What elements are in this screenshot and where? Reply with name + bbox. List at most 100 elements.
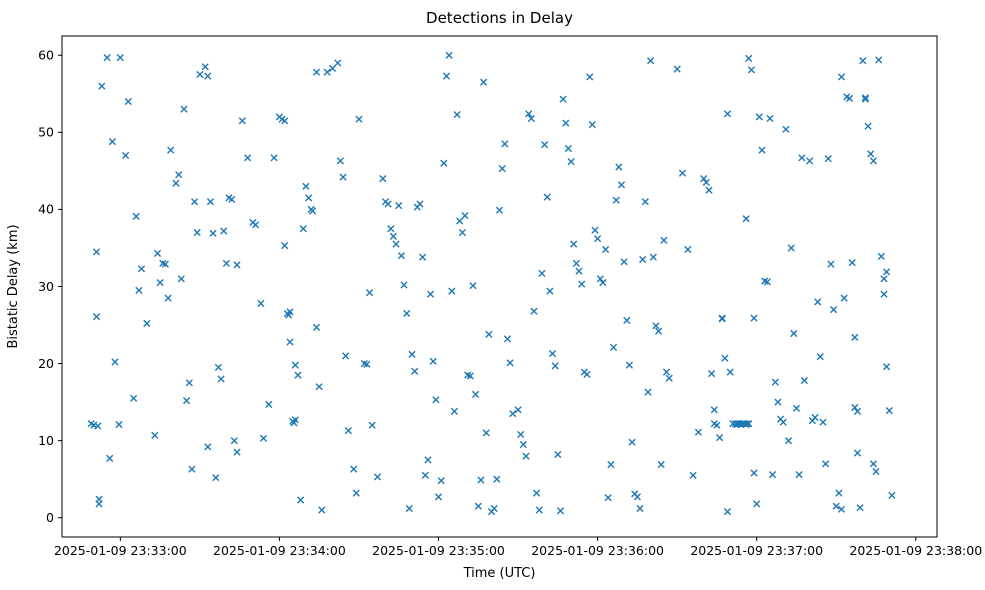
scatter-point: [440, 159, 448, 167]
scatter-point: [840, 294, 848, 302]
scatter-point: [352, 489, 360, 497]
scatter-point: [861, 95, 869, 103]
scatter-point: [214, 363, 222, 371]
scatter-point: [156, 279, 164, 287]
scatter-point: [164, 294, 172, 302]
scatter-point: [784, 437, 793, 445]
scatter-point: [220, 227, 228, 235]
scatter-point: [612, 196, 620, 204]
scatter-point: [217, 375, 225, 383]
scatter-point: [743, 420, 751, 428]
scatter-point: [623, 316, 631, 324]
scatter-point: [853, 449, 862, 457]
scatter-point: [355, 115, 363, 123]
scatter-point: [309, 207, 317, 215]
scatter-point: [302, 182, 310, 190]
scatter-point: [859, 57, 867, 65]
y-tick-label: 10: [38, 433, 54, 448]
scatter-point: [122, 151, 130, 160]
scatter-point: [718, 315, 726, 323]
scatter-point: [299, 225, 307, 233]
scatter-point: [153, 249, 162, 257]
scatter-point: [474, 502, 482, 510]
scatter-point: [403, 309, 411, 318]
scatter-point: [769, 471, 777, 479]
scatter-point: [615, 163, 623, 171]
scatter-point: [848, 259, 856, 267]
scatter-point: [206, 198, 215, 206]
scatter-point: [228, 195, 236, 203]
scatter-point: [567, 158, 575, 166]
scatter-point: [177, 275, 185, 283]
scatter-point: [323, 68, 331, 76]
scatter-point: [490, 504, 498, 513]
scatter-point: [222, 259, 230, 267]
scatter-point: [538, 269, 546, 277]
scatter-point: [315, 383, 323, 391]
scatter-point: [257, 299, 265, 308]
scatter-point: [188, 465, 196, 473]
scatter-point: [389, 232, 397, 240]
scatter-point: [116, 54, 124, 62]
scatter-point: [604, 494, 612, 502]
scatter-point: [456, 217, 464, 225]
scatter-point: [845, 94, 854, 102]
scatter-point: [339, 173, 347, 181]
scatter-point: [115, 420, 123, 429]
scatter-point: [753, 500, 761, 508]
scatter-point: [771, 378, 779, 386]
scatter-point: [594, 235, 602, 243]
x-tick-label: 2025-01-09 23:36:00: [531, 543, 664, 558]
scatter-point: [644, 388, 652, 396]
scatter-point: [562, 119, 570, 127]
scatter-point: [548, 350, 557, 358]
scatter-point: [527, 114, 535, 123]
scatter-point: [395, 202, 403, 210]
scatter-point: [851, 403, 859, 412]
scatter-point: [363, 360, 371, 368]
scatter-point: [238, 117, 246, 125]
scatter-point: [543, 193, 551, 201]
scatter-point: [875, 56, 883, 64]
scatter-point: [822, 460, 830, 468]
scatter-point: [281, 242, 289, 250]
scatter-point: [835, 489, 843, 497]
scatter-point: [832, 502, 840, 510]
scatter-point: [541, 141, 549, 149]
scatter-point: [742, 215, 750, 223]
scatter-point: [212, 474, 220, 482]
scatter-point: [230, 437, 238, 445]
scatter-point: [312, 323, 321, 331]
scatter-point: [596, 275, 604, 283]
scatter-point: [723, 508, 732, 516]
scatter-point: [191, 198, 199, 206]
scatter-point: [649, 253, 657, 261]
scatter-point: [135, 286, 143, 294]
scatter-point: [366, 289, 374, 297]
scatter-point: [530, 307, 538, 315]
scatter-point: [721, 354, 729, 362]
scatter-point: [233, 261, 241, 269]
scatter-point: [837, 505, 846, 513]
scatter-point: [509, 410, 517, 418]
scatter-point: [609, 343, 618, 351]
scatter-point: [342, 352, 350, 360]
scatter-point: [408, 350, 416, 358]
scatter-point: [602, 245, 610, 254]
scatter-point: [294, 371, 302, 379]
scatter-point: [586, 73, 594, 81]
scatter-point: [368, 421, 376, 429]
scatter-point: [167, 146, 175, 154]
scatter-point: [204, 443, 212, 451]
scatter-point: [763, 278, 771, 286]
scatter-point: [625, 361, 633, 369]
scatter-point: [98, 82, 106, 90]
y-tick-label: 40: [38, 202, 54, 217]
scatter-point: [432, 396, 440, 404]
scatter-point: [244, 154, 252, 162]
scatter-point: [851, 333, 859, 341]
scatter-point: [885, 407, 893, 415]
scatter-point: [652, 322, 660, 330]
scatter-point: [108, 138, 116, 146]
scatter-point: [758, 146, 766, 154]
